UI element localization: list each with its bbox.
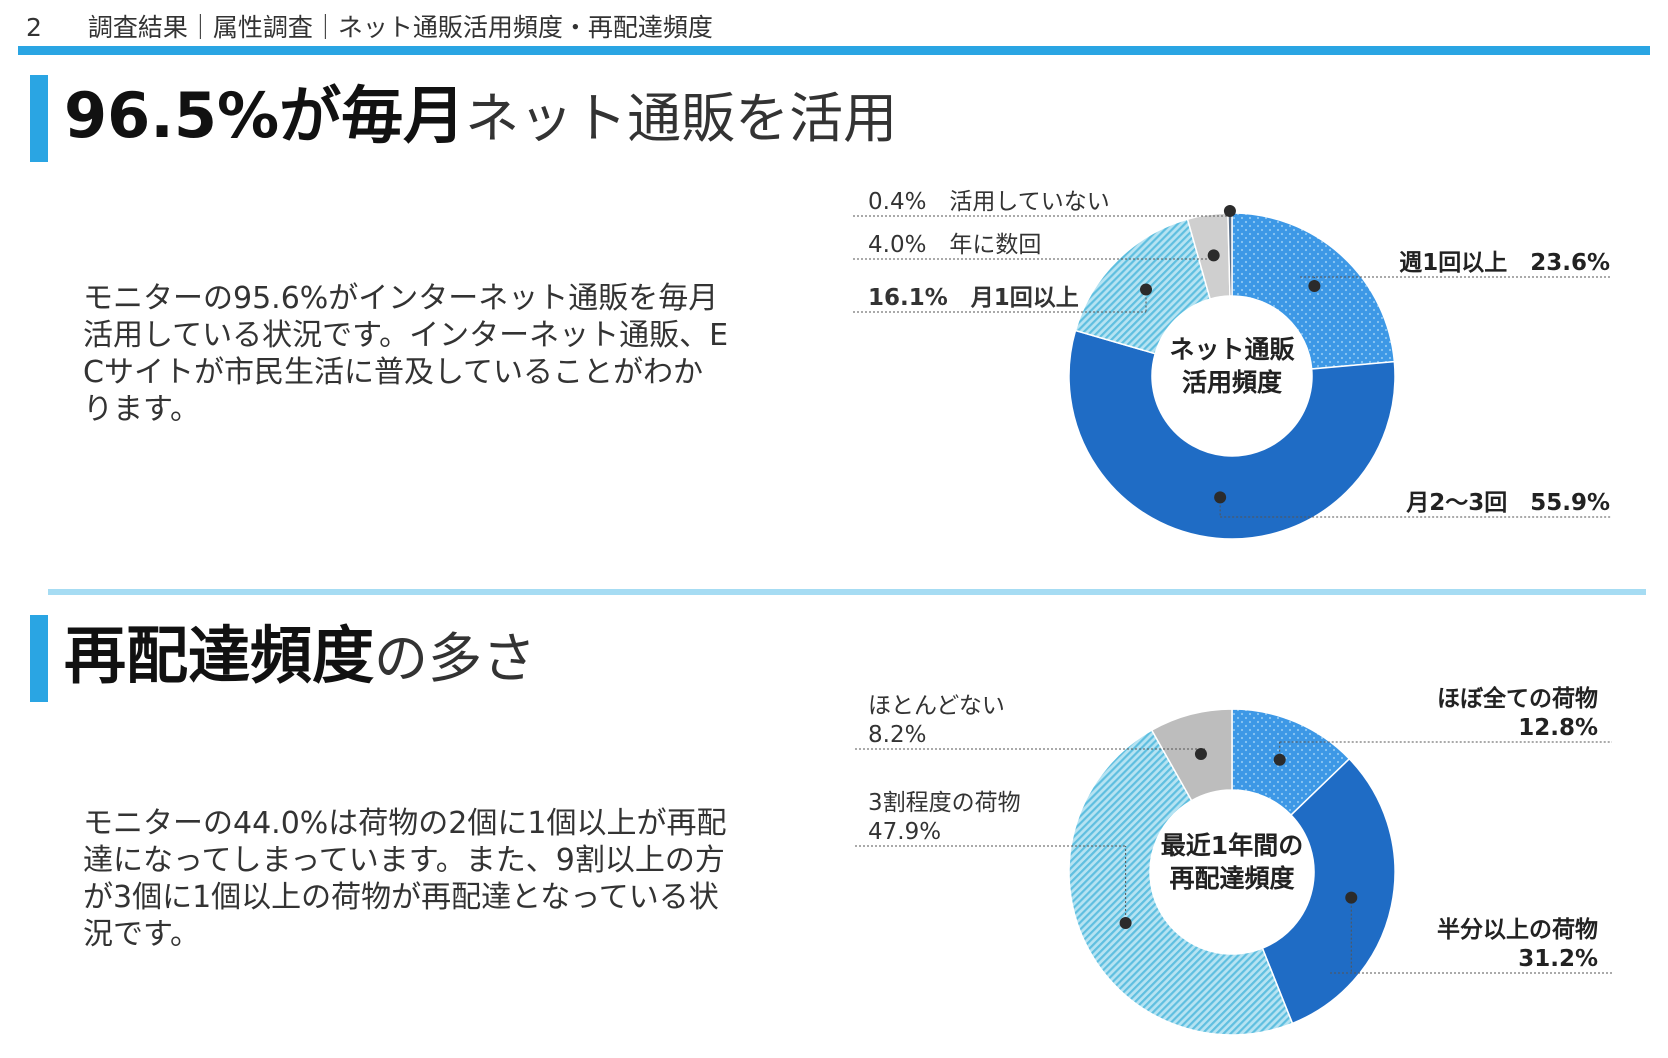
slice-label: 月2〜3回 55.9% bbox=[1405, 490, 1610, 516]
section1-title: 96.5%が毎月ネット通販を活用 bbox=[64, 85, 897, 147]
slice-value: 47.9% bbox=[868, 819, 941, 845]
section2-title-bar bbox=[30, 615, 48, 702]
page-number: 2 bbox=[26, 13, 42, 42]
slice-label: 4.0% 年に数回 bbox=[868, 232, 1041, 258]
slice-2 bbox=[1261, 757, 1396, 1025]
slice-label: ほぼ全ての荷物 bbox=[1437, 685, 1598, 712]
slice-value: 8.2% bbox=[868, 722, 926, 748]
leader-dot bbox=[1345, 891, 1358, 904]
slice-4 bbox=[1150, 708, 1233, 802]
chart-center-title: 活用頻度 bbox=[1182, 368, 1282, 397]
slice-label: 16.1% 月1回以上 bbox=[868, 285, 1079, 311]
section2-title: 再配達頻度の多さ bbox=[64, 625, 536, 687]
chart-center-title: ネット通販 bbox=[1169, 335, 1295, 364]
slice-label: 0.4% 活用していない bbox=[868, 189, 1110, 215]
leader-dot bbox=[1223, 205, 1236, 218]
slice-label: ほとんどない bbox=[868, 693, 1005, 719]
chart-net-shopping-frequency: ネット通販活用頻度 週1回以上 23.6% 月2〜3回 55.9% 16.1% 月1回… bbox=[853, 189, 1612, 540]
leader-dot bbox=[1214, 491, 1227, 504]
leader-dot bbox=[1140, 283, 1153, 296]
section1-title-light: ネット通販を活用 bbox=[465, 87, 898, 150]
section-divider bbox=[48, 589, 1646, 595]
header-rule bbox=[18, 46, 1650, 55]
slice-3 bbox=[1068, 729, 1294, 1036]
leader-dot bbox=[1194, 748, 1207, 761]
section1-body: モニターの95.6%がインターネット通販を毎月活用している状況です。インターネッ… bbox=[83, 281, 729, 427]
header: 2 調査結果｜属性調査｜ネット通販活用頻度・再配達頻度 bbox=[26, 8, 713, 44]
slice-label: 週1回以上 23.6% bbox=[1399, 250, 1610, 276]
section2-title-light: の多さ bbox=[374, 627, 537, 690]
slice-value: 12.8% bbox=[1518, 715, 1598, 741]
slice-value: 31.2% bbox=[1518, 946, 1598, 972]
section2-body: モニターの44.0%は荷物の2個に1個以上が再配達になってしまっています。また、… bbox=[83, 806, 727, 952]
slice-2 bbox=[1068, 329, 1396, 540]
section1-title-bar bbox=[30, 75, 48, 162]
leader-dot bbox=[1119, 917, 1132, 930]
chart-center-title: 再配達頻度 bbox=[1169, 864, 1294, 893]
leader-dot bbox=[1308, 280, 1321, 293]
leader-dot bbox=[1207, 249, 1220, 262]
slice-label: 半分以上の荷物 bbox=[1437, 916, 1598, 943]
section1-title-strong: 96.5%が毎月 bbox=[64, 79, 466, 152]
leader-dot bbox=[1273, 753, 1286, 766]
chart-center-title: 最近1年間の bbox=[1161, 831, 1303, 860]
breadcrumb: 調査結果｜属性調査｜ネット通販活用頻度・再配達頻度 bbox=[87, 13, 713, 42]
section2-title-strong: 再配達頻度 bbox=[64, 619, 375, 692]
slice-label: 3割程度の荷物 bbox=[868, 790, 1021, 816]
